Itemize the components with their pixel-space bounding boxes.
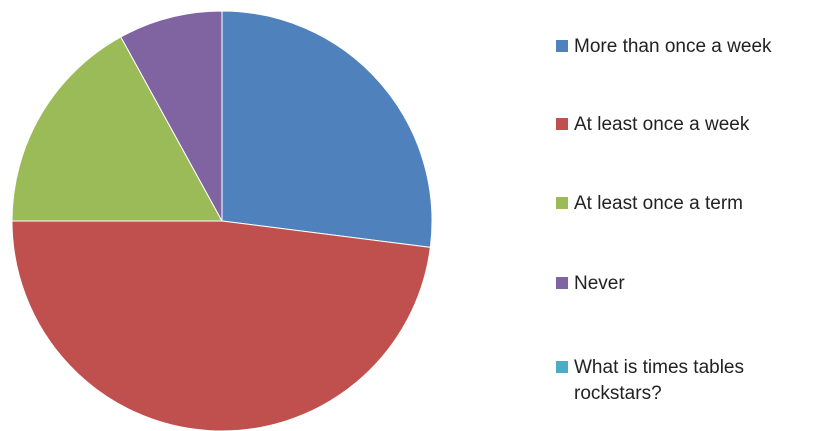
legend-swatch-icon xyxy=(556,361,568,373)
legend-swatch-icon xyxy=(556,277,568,289)
legend-swatch-icon xyxy=(556,118,568,130)
legend-item-what-is-times-tables-rockstars: What is times tables rockstars? xyxy=(556,355,829,407)
legend-item-more-than-once-a-week: More than once a week xyxy=(556,34,829,60)
legend-label: Never xyxy=(574,273,625,294)
legend-label: More than once a week xyxy=(574,36,772,57)
pie-slices xyxy=(11,10,433,431)
pie-slice-more-than-once-a-week xyxy=(221,10,433,248)
legend-item-at-least-once-a-week: At least once a week xyxy=(556,112,829,138)
pie-slice-never xyxy=(120,10,223,222)
pie-slice-at-least-once-a-term xyxy=(11,36,223,222)
pie-slice-at-least-once-a-week xyxy=(11,220,431,431)
legend-label: What is times tables rockstars? xyxy=(574,357,744,404)
legend-label: At least once a term xyxy=(574,193,743,214)
legend-item-at-least-once-a-term: At least once a term xyxy=(556,191,829,217)
legend-label: At least once a week xyxy=(574,114,750,135)
legend-swatch-icon xyxy=(556,40,568,52)
legend-swatch-icon xyxy=(556,197,568,209)
legend-item-never: Never xyxy=(556,271,829,297)
chart-legend: More than once a week At least once a we… xyxy=(556,0,837,431)
